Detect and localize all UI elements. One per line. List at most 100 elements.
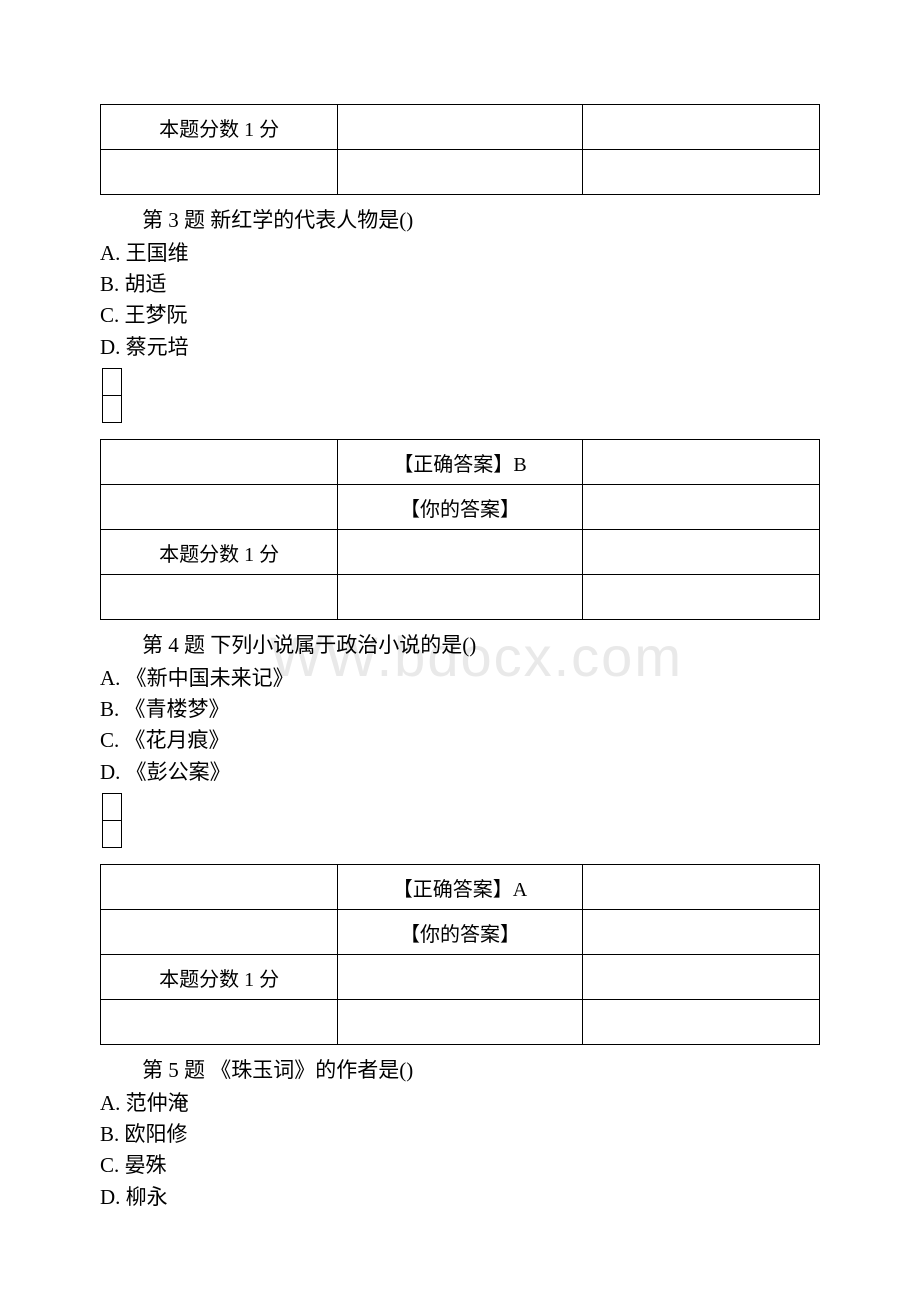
- empty-cell: [582, 105, 819, 150]
- option-c: C. 《花月痕》: [100, 726, 820, 755]
- empty-cell: [338, 955, 582, 1000]
- option-b: B. 胡适: [100, 270, 820, 299]
- option-c: C. 晏殊: [100, 1151, 820, 1180]
- your-answer-cell: 【你的答案】: [338, 910, 582, 955]
- empty-cell: [582, 575, 819, 620]
- option-b: B. 《青楼梦》: [100, 695, 820, 724]
- option-a: A. 范仲淹: [100, 1089, 820, 1118]
- option-c: C. 王梦阮: [100, 301, 820, 330]
- question-text: 新红学的代表人物是(): [210, 208, 413, 232]
- score-cell: 本题分数 1 分: [101, 955, 338, 1000]
- question-stem: 第 4 题 下列小说属于政治小说的是(): [100, 630, 820, 662]
- empty-cell: [101, 485, 338, 530]
- empty-cell: [338, 150, 582, 195]
- question-stem: 第 3 题 新红学的代表人物是(): [100, 205, 820, 237]
- option-text: 胡适: [125, 272, 167, 296]
- table-row: 【你的答案】: [101, 910, 820, 955]
- correct-answer-cell: 【正确答案】A: [338, 865, 582, 910]
- option-b: B. 欧阳修: [100, 1120, 820, 1149]
- empty-cell: [338, 575, 582, 620]
- answer-box: [102, 368, 122, 396]
- option-text: 《彭公案》: [126, 760, 231, 784]
- empty-cell: [582, 150, 819, 195]
- answer-box: [102, 395, 122, 423]
- answer-box: [102, 820, 122, 848]
- answer-table-q4: 【正确答案】A 【你的答案】 本题分数 1 分: [100, 864, 820, 1045]
- correct-answer-cell: 【正确答案】B: [338, 440, 582, 485]
- empty-cell: [582, 1000, 819, 1045]
- answer-box-stack: [102, 793, 820, 848]
- table-row: [101, 1000, 820, 1045]
- score-cell: 本题分数 1 分: [101, 530, 338, 575]
- correct-answer-label: 【正确答案】: [393, 879, 513, 901]
- empty-cell: [582, 865, 819, 910]
- option-d: D. 《彭公案》: [100, 758, 820, 787]
- option-letter: D.: [100, 1185, 120, 1209]
- option-letter: C.: [100, 303, 119, 327]
- option-d: D. 蔡元培: [100, 333, 820, 362]
- option-text: 柳永: [126, 1185, 168, 1209]
- option-letter: C.: [100, 1153, 119, 1177]
- option-letter: B.: [100, 697, 119, 721]
- option-letter: A.: [100, 1091, 120, 1115]
- question-number: 第 5 题: [142, 1058, 205, 1082]
- option-letter: B.: [100, 272, 119, 296]
- option-letter: D.: [100, 760, 120, 784]
- empty-cell: [338, 1000, 582, 1045]
- empty-cell: [101, 910, 338, 955]
- option-letter: C.: [100, 728, 119, 752]
- table-row: 【你的答案】: [101, 485, 820, 530]
- empty-cell: [582, 910, 819, 955]
- option-text: 《花月痕》: [125, 728, 230, 752]
- option-text: 《青楼梦》: [125, 697, 230, 721]
- option-letter: B.: [100, 1122, 119, 1146]
- empty-cell: [582, 485, 819, 530]
- watermark-region: WW.bdocx.com 第 4 题 下列小说属于政治小说的是() A. 《新中…: [100, 630, 820, 693]
- option-text: 王国维: [126, 241, 189, 265]
- empty-cell: [338, 105, 582, 150]
- table-row: 【正确答案】A: [101, 865, 820, 910]
- answer-table-q3: 【正确答案】B 【你的答案】 本题分数 1 分: [100, 439, 820, 620]
- option-a: A. 王国维: [100, 239, 820, 268]
- answer-box: [102, 793, 122, 821]
- option-text: 晏殊: [125, 1153, 167, 1177]
- table-row: 本题分数 1 分: [101, 105, 820, 150]
- question-number: 第 3 题: [142, 208, 205, 232]
- option-text: 王梦阮: [125, 303, 188, 327]
- option-text: 欧阳修: [125, 1122, 188, 1146]
- question-text: 《珠玉词》的作者是(): [210, 1058, 413, 1082]
- correct-answer-value: B: [513, 454, 526, 476]
- option-a: A. 《新中国未来记》: [100, 664, 820, 693]
- option-d: D. 柳永: [100, 1183, 820, 1212]
- empty-cell: [582, 530, 819, 575]
- empty-cell: [101, 1000, 338, 1045]
- question-text: 下列小说属于政治小说的是(): [210, 633, 476, 657]
- table-row: 本题分数 1 分: [101, 530, 820, 575]
- empty-cell: [101, 865, 338, 910]
- page-container: 本题分数 1 分 第 3 题 新红学的代表人物是() A. 王国维 B. 胡适 …: [0, 0, 920, 1274]
- your-answer-cell: 【你的答案】: [338, 485, 582, 530]
- empty-cell: [582, 955, 819, 1000]
- table-row: [101, 150, 820, 195]
- empty-cell: [101, 150, 338, 195]
- option-letter: D.: [100, 335, 120, 359]
- correct-answer-value: A: [513, 879, 527, 901]
- option-text: 蔡元培: [126, 335, 189, 359]
- table-row: 【正确答案】B: [101, 440, 820, 485]
- answer-box-stack: [102, 368, 820, 423]
- table-row: [101, 575, 820, 620]
- empty-cell: [101, 575, 338, 620]
- answer-table-prev: 本题分数 1 分: [100, 104, 820, 195]
- option-letter: A.: [100, 241, 120, 265]
- option-text: 范仲淹: [126, 1091, 189, 1115]
- empty-cell: [101, 440, 338, 485]
- score-cell: 本题分数 1 分: [101, 105, 338, 150]
- question-stem: 第 5 题 《珠玉词》的作者是(): [100, 1055, 820, 1087]
- question-number: 第 4 题: [142, 633, 205, 657]
- empty-cell: [338, 530, 582, 575]
- empty-cell: [582, 440, 819, 485]
- option-letter: A.: [100, 666, 120, 690]
- option-text: 《新中国未来记》: [126, 666, 294, 690]
- correct-answer-label: 【正确答案】: [393, 454, 513, 476]
- table-row: 本题分数 1 分: [101, 955, 820, 1000]
